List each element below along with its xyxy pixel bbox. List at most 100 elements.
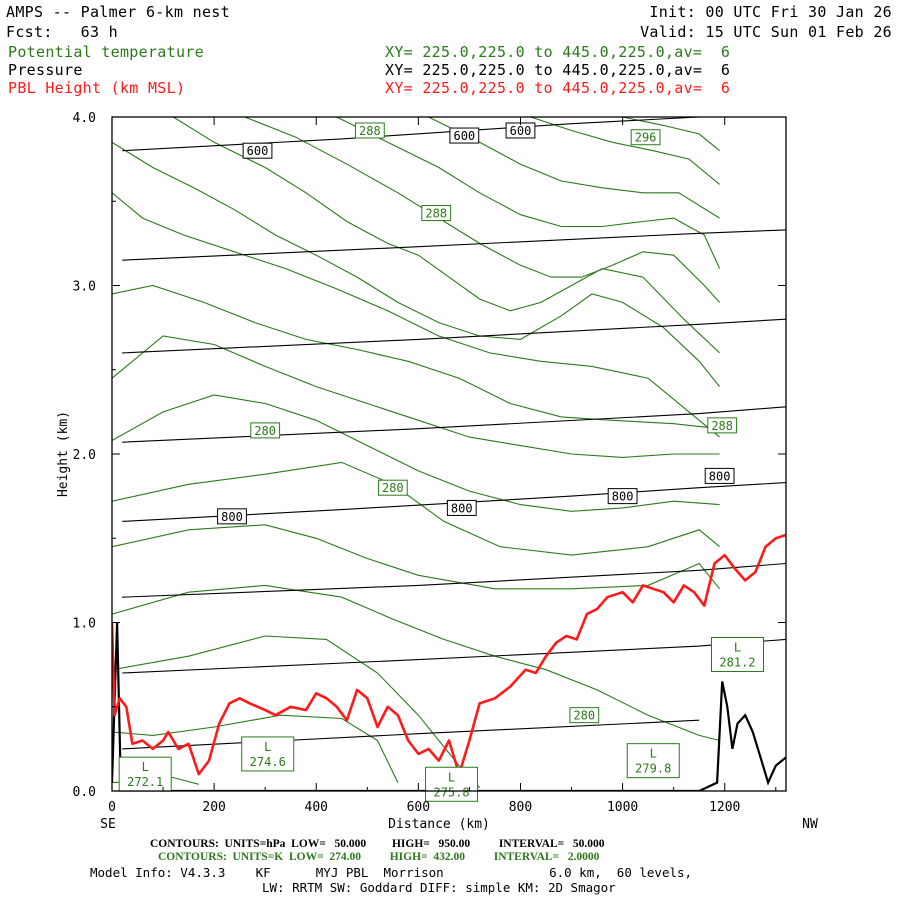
y-tick-label: 3.0 [73,280,96,295]
theta-low-marker: L [264,740,271,754]
x-axis-left-end-label: SE [100,817,116,832]
terrain-line [112,622,786,791]
theta-low-value: 275.8 [433,785,469,799]
pressure-label-box [446,499,477,516]
theta-contour-line [112,714,399,783]
theta-label-text: 296 [635,131,657,145]
pressure-contours [122,117,786,750]
theta-low-box [118,756,172,792]
theta-label-text: 288 [425,207,447,221]
theta-contour-line [112,141,721,387]
theta-low-value: 274.6 [250,755,286,769]
theta-label-box [354,122,385,139]
theta-contour-line [112,461,720,556]
theta-low-marker: L [734,641,741,655]
theta-label: 288 [707,417,738,434]
valid-time: Valid: 15 UTC Sun 01 Feb 26 [640,23,892,41]
pressure-label-box [607,488,638,505]
pressure-label: 600 [242,142,273,159]
pressure-contour-800 [122,482,786,522]
theta-label-box [707,417,738,434]
pressure-label-text: 600 [453,129,475,143]
y-tick-label: 2.0 [73,448,96,463]
pressure-contour-line [122,318,786,354]
pressure-label: 600 [505,122,536,139]
theta-low-box [425,766,479,802]
theta-low-value: 279.8 [635,762,671,776]
theta-contour-line [112,284,720,430]
y-axis-label: Height (km) [56,411,71,497]
theta-label-text: 280 [573,709,595,723]
theta-contour-line [112,584,720,742]
field-xy-pressure: XY= 225.0,225.0 to 445.0,225.0,av= 6 [385,61,731,79]
theta-label-text: 280 [382,481,404,495]
pressure-label-box [704,467,735,484]
theta-label-box [377,479,408,496]
theta-label: 296 [630,129,661,146]
theta-contour-line [530,117,720,185]
theta-label: 280 [569,707,600,724]
theta-contour-line [622,117,720,152]
theta-contour-line [112,635,481,788]
pressure-contour-line [122,229,786,261]
pressure-label: 800 [607,488,638,505]
theta-contour-line [244,117,721,303]
y-tick-label: 0.0 [73,785,96,800]
theta-label-box [421,205,452,222]
pressure-contour-line [122,638,786,674]
pressure-label: 600 [449,127,480,144]
pressure-contour-line [122,406,786,443]
field-xy-theta: XY= 225.0,225.0 to 445.0,225.0,av= 6 [385,43,731,61]
terrain [112,622,786,791]
theta-low-box [626,743,680,779]
theta-label-box [630,129,661,146]
pressure-contour-600 [122,117,700,152]
pressure-label-text: 800 [612,490,634,504]
field-name-theta: Potential temperature [8,43,204,61]
x-tick-label: 400 [305,800,328,815]
pressure-label-text: 600 [510,124,532,138]
pressure-label: 800 [217,508,247,525]
theta-low-value: 281.2 [719,656,755,670]
x-tick-label: 200 [202,800,225,815]
pressure-label-text: 600 [247,144,269,158]
pressure-label-box [449,127,480,144]
theta-low-marker: L [650,747,657,761]
field-xy-pbl: XY= 225.0,225.0 to 445.0,225.0,av= 6 [385,79,731,97]
theta-label: 288 [354,122,385,139]
pressure-label-text: 800 [221,510,243,524]
theta-contour-line [112,335,720,458]
theta-label: 280 [377,479,408,496]
forecast-hour: Fcst: 63 h [6,23,118,41]
theta-low-box [241,736,295,772]
theta-contour-line [173,117,720,354]
theta-low-marker: L [142,760,149,774]
pbl-height-line [112,533,786,776]
pressure-label: 800 [446,499,477,516]
theta-label-text: 288 [711,419,733,433]
pressure-label-box [217,508,247,525]
x-axis-right-end-label: NW [802,817,818,832]
theta-label: 280 [250,422,281,439]
x-tick-label: 1000 [607,800,638,815]
theta-contour-line [112,524,721,590]
pressure-label: 800 [704,467,735,484]
theta-low-value: 272.1 [127,775,163,789]
x-tick-label: 600 [407,800,430,815]
y-tick-label: 4.0 [73,111,96,126]
theta-low-box [710,637,764,673]
theta-contour-line [336,117,721,269]
theta-contours [112,117,721,788]
pressure-label-text: 800 [709,469,731,483]
pressure-contour-line [122,719,700,750]
theta-label: 288 [421,205,452,222]
x-tick-label: 800 [509,800,532,815]
theta-contour-line [112,192,720,438]
pbl-height [112,533,786,776]
axes: 0 200 400 600 800 1000 1200 0.0 1.0 2.0 3.0 4.0 Dist… [56,111,818,832]
footer-theta-contours: CONTOURS: UNITS=K LOW= 274.00 HIGH= 432.… [158,851,600,863]
